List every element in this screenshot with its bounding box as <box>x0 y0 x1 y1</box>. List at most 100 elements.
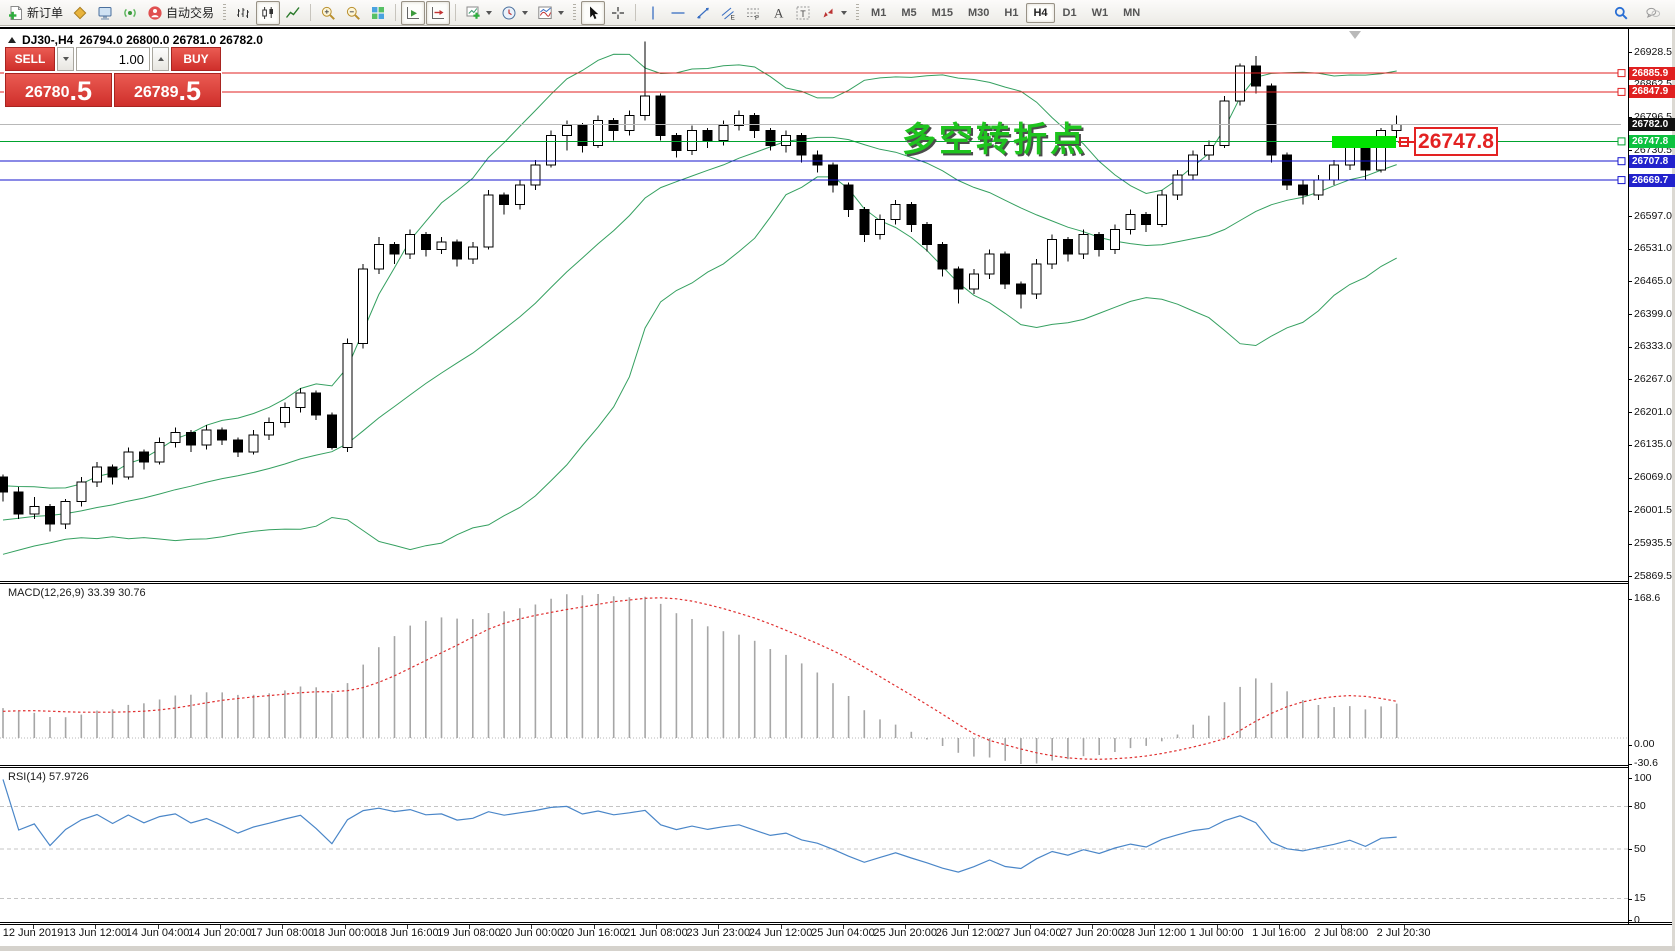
sell-price-display[interactable]: 26780 .5 <box>5 73 112 107</box>
price-tick-label: 26465.0 <box>1634 274 1672 287</box>
timeframe-mn-button[interactable]: MN <box>1123 6 1141 19</box>
price-tick-label: 26135.0 <box>1634 438 1672 451</box>
chart-annotation-text[interactable]: 多空转折点 <box>902 121 1087 159</box>
metaeditor-button[interactable] <box>68 1 92 25</box>
chart-window[interactable]: DJ30-,H4 26794.0 26800.0 26781.0 26782.0… <box>0 27 1675 951</box>
timeframe-h1-button[interactable]: H1 <box>1004 6 1019 19</box>
toolbar-grip[interactable] <box>573 3 577 22</box>
strategy-tester-button[interactable] <box>93 1 117 25</box>
timeframe-m5-button[interactable]: M5 <box>901 6 917 19</box>
candlestick-chart-button[interactable] <box>256 0 281 25</box>
line-chart-button[interactable] <box>281 1 305 25</box>
signals-button[interactable] <box>118 1 142 25</box>
panel-separator[interactable] <box>0 583 1628 584</box>
level-endpoint-marker[interactable] <box>1617 176 1626 185</box>
timeframe-m15-button[interactable]: M15 <box>931 6 953 19</box>
panel-separator[interactable] <box>0 765 1628 766</box>
time-axis-label: 26 Jun 12:00 <box>935 927 1000 939</box>
level-endpoint-marker[interactable] <box>1617 87 1626 96</box>
volume-input[interactable] <box>76 47 150 71</box>
bollinger-bands <box>2 53 1397 555</box>
time-tick <box>842 925 844 929</box>
text-button[interactable]: A <box>766 1 790 25</box>
strategy-tester-icon <box>98 6 112 20</box>
one-click-collapse-icon[interactable] <box>8 37 16 43</box>
buy-price-display[interactable]: 26789 .5 <box>114 73 221 107</box>
main-price-chart[interactable] <box>0 29 1628 581</box>
time-tick <box>718 925 720 929</box>
time-axis-label: 2 Jul 20:30 <box>1376 927 1431 939</box>
price-tick-label: 26201.0 <box>1634 405 1672 418</box>
chart-shift-marker-icon[interactable] <box>1349 31 1361 39</box>
time-axis-label: 21 Jun 08:00 <box>624 927 688 939</box>
sell-button[interactable]: SELL <box>5 47 55 71</box>
timeframe-d1-button[interactable]: D1 <box>1062 6 1077 19</box>
search-icon <box>1614 6 1628 20</box>
text-label-button[interactable]: T <box>791 1 815 25</box>
horizontal-line-button[interactable] <box>666 1 690 25</box>
price-tick-label: 26531.0 <box>1634 242 1672 255</box>
zoom-out-button[interactable] <box>341 1 365 25</box>
bar-chart-button[interactable] <box>231 1 255 25</box>
price-tick <box>1628 477 1632 479</box>
macd-panel[interactable] <box>0 584 1628 765</box>
volume-increase-button[interactable] <box>152 47 169 71</box>
time-axis-label: 12 Jun 2019 <box>2 927 64 939</box>
time-tick <box>967 925 969 929</box>
crosshair-button[interactable] <box>606 1 630 25</box>
timeframe-w1-button[interactable]: W1 <box>1091 6 1109 19</box>
price-tick <box>1628 314 1632 316</box>
cursor-button[interactable] <box>581 0 606 25</box>
algo-trading-button[interactable]: 自动交易 <box>143 1 218 25</box>
rsi-label: RSI(14) 57.9726 <box>8 771 89 783</box>
indicators-button[interactable] <box>533 1 568 25</box>
price-tick <box>1628 84 1632 86</box>
price-tick <box>1628 510 1632 512</box>
rsi-tick <box>1628 849 1632 850</box>
candlestick-chart-icon <box>262 6 274 19</box>
time-axis-label: 14 Jun 04:00 <box>125 927 190 939</box>
timeframe-h4-button[interactable]: H4 <box>1026 2 1055 23</box>
auto-scroll-button[interactable] <box>401 0 426 25</box>
price-badge-26747.8: 26747.8 <box>1629 134 1675 148</box>
dropdown-caret-icon <box>558 10 565 15</box>
time-tick <box>219 925 221 929</box>
volume-decrease-button[interactable] <box>57 47 74 71</box>
buy-button[interactable]: BUY <box>171 47 221 71</box>
search-button[interactable] <box>1609 1 1633 25</box>
vertical-line-button[interactable] <box>641 1 665 25</box>
text-label-icon: T <box>796 6 810 19</box>
arrows-button[interactable] <box>816 1 851 25</box>
new-chart-button[interactable] <box>461 1 496 25</box>
price-tick-label: 25869.5 <box>1634 569 1672 582</box>
chart-shift-button[interactable] <box>426 0 451 25</box>
price-badge-26847.9: 26847.9 <box>1629 85 1675 99</box>
level-endpoint-marker[interactable] <box>1617 69 1626 78</box>
trendline-button[interactable] <box>691 1 715 25</box>
time-axis-separator <box>0 922 1675 923</box>
panel-separator[interactable] <box>0 581 1628 582</box>
chat-button[interactable] <box>1641 1 1665 25</box>
zoom-in-button[interactable] <box>316 1 340 25</box>
rsi-tick <box>1628 920 1632 921</box>
tile-windows-button[interactable] <box>366 1 390 25</box>
rsi-panel[interactable] <box>0 768 1628 922</box>
equidistant-channel-button[interactable]: E <box>716 1 740 25</box>
highlight-rectangle[interactable] <box>1332 136 1396 148</box>
window-right-edge <box>1672 29 1675 951</box>
toolbar-grip[interactable] <box>223 3 227 22</box>
fibonacci-button[interactable]: F <box>741 1 765 25</box>
timeframe-m1-button[interactable]: M1 <box>871 6 887 19</box>
panel-separator[interactable] <box>0 767 1628 768</box>
text-icon: A <box>774 5 784 20</box>
time-tick <box>1092 925 1094 929</box>
price-callout-label[interactable]: 26747.8 <box>1414 127 1498 156</box>
periods-button[interactable] <box>497 1 532 25</box>
price-tick-label: 26597.0 <box>1634 209 1672 222</box>
level-endpoint-marker[interactable] <box>1617 137 1626 146</box>
level-endpoint-marker[interactable] <box>1617 157 1626 166</box>
timeframe-m30-button[interactable]: M30 <box>968 6 990 19</box>
toolbar-grip[interactable] <box>856 3 860 22</box>
price-badge-26707.8: 26707.8 <box>1629 154 1675 168</box>
new-order-button[interactable]: 新订单 <box>4 1 67 25</box>
